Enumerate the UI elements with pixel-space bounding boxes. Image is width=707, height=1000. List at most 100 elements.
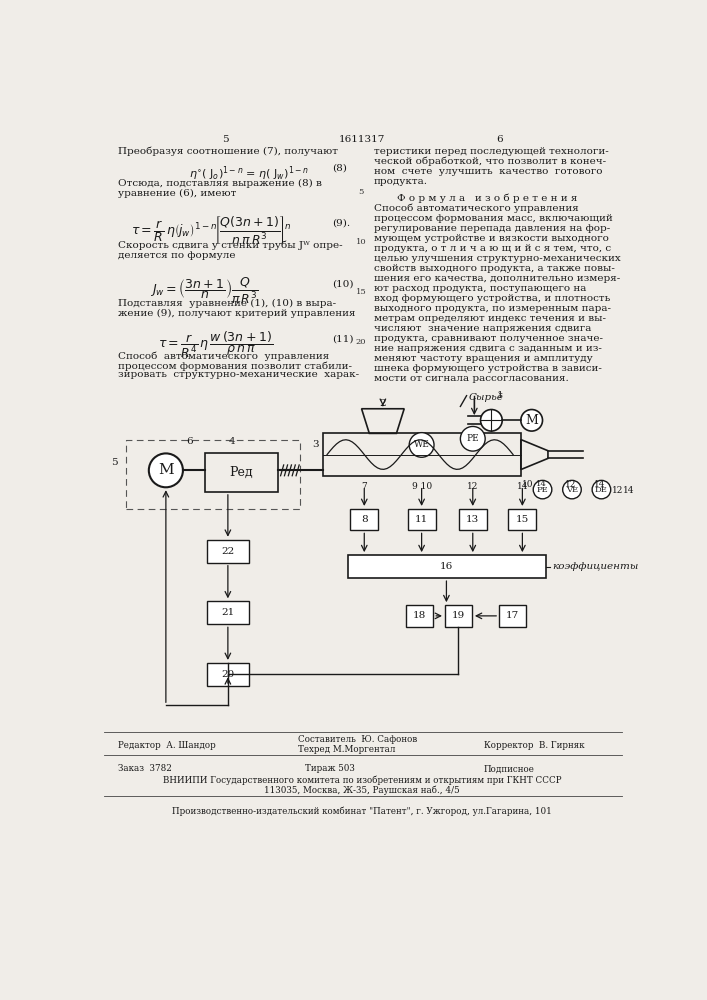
Text: 14: 14 bbox=[517, 482, 528, 491]
Text: PE: PE bbox=[537, 486, 549, 494]
Text: VE: VE bbox=[566, 486, 578, 494]
Text: Преобразуя соотношение (7), получают: Преобразуя соотношение (7), получают bbox=[118, 147, 338, 156]
Text: Подставляя  уравнение (1), (10) в выра-: Подставляя уравнение (1), (10) в выра- bbox=[118, 299, 336, 308]
Text: 20: 20 bbox=[221, 670, 235, 679]
Text: Ред: Ред bbox=[229, 466, 253, 479]
Bar bbox=[204, 453, 279, 492]
Text: шнека формующего устройства в зависи-: шнека формующего устройства в зависи- bbox=[373, 364, 602, 373]
Bar bbox=[499, 605, 526, 627]
Text: 5: 5 bbox=[111, 458, 118, 467]
Text: 12: 12 bbox=[467, 482, 479, 491]
Text: процессом формования позволит стабили-: процессом формования позволит стабили- bbox=[118, 361, 352, 371]
Bar bbox=[351, 509, 378, 530]
Circle shape bbox=[592, 480, 611, 499]
Text: M: M bbox=[525, 414, 538, 427]
Text: 1611317: 1611317 bbox=[339, 135, 385, 144]
Text: (10): (10) bbox=[332, 279, 354, 288]
Text: 10: 10 bbox=[522, 480, 534, 489]
Text: (11): (11) bbox=[332, 334, 354, 343]
Text: 6: 6 bbox=[496, 135, 503, 144]
Text: зировать  структурно-механические  харак-: зировать структурно-механические харак- bbox=[118, 370, 359, 379]
Text: регулирование перепада давления на фор-: регулирование перепада давления на фор- bbox=[373, 224, 610, 233]
Text: (8): (8) bbox=[332, 164, 347, 173]
Text: ние напряжения сдвига с заданным и из-: ние напряжения сдвига с заданным и из- bbox=[373, 344, 602, 353]
Text: 2: 2 bbox=[380, 399, 386, 408]
Bar bbox=[406, 605, 433, 627]
Text: вход формующего устройства, и плотность: вход формующего устройства, и плотность bbox=[373, 294, 610, 303]
Bar bbox=[206, 601, 249, 624]
Circle shape bbox=[409, 433, 434, 457]
Text: коэффициенты: коэффициенты bbox=[552, 562, 638, 571]
Text: ВНИИПИ Государственного комитета по изобретениям и открытиям при ГКНТ СССР: ВНИИПИ Государственного комитета по изоб… bbox=[163, 775, 561, 785]
Text: 14: 14 bbox=[594, 480, 606, 489]
Text: теристики перед последующей технологи-: теристики перед последующей технологи- bbox=[373, 147, 608, 156]
Bar bbox=[348, 555, 546, 578]
Text: ческой обработкой, что позволит в конеч-: ческой обработкой, что позволит в конеч- bbox=[373, 157, 606, 166]
Bar bbox=[323, 433, 521, 476]
Text: ют расход продукта, поступающего на: ют расход продукта, поступающего на bbox=[373, 284, 586, 293]
Text: 15: 15 bbox=[356, 288, 366, 296]
Text: свойств выходного продукта, а также повы-: свойств выходного продукта, а также повы… bbox=[373, 264, 614, 273]
Bar bbox=[206, 663, 249, 686]
Bar bbox=[206, 540, 249, 563]
Text: 12: 12 bbox=[612, 486, 624, 495]
Bar bbox=[445, 605, 472, 627]
Text: 22: 22 bbox=[221, 547, 235, 556]
Text: продукта, сравнивают полученное значе-: продукта, сравнивают полученное значе- bbox=[373, 334, 602, 343]
Text: Техред М.Моргентал: Техред М.Моргентал bbox=[298, 745, 395, 754]
Text: Ф о р м у л а   и з о б р е т е н и я: Ф о р м у л а и з о б р е т е н и я bbox=[397, 193, 577, 203]
Text: мующем устройстве и вязкости выходного: мующем устройстве и вязкости выходного bbox=[373, 234, 609, 243]
Circle shape bbox=[481, 410, 502, 431]
Text: 1: 1 bbox=[497, 391, 503, 400]
Text: числяют  значение напряжения сдвига: числяют значение напряжения сдвига bbox=[373, 324, 591, 333]
Text: $\tau = \dfrac{r}{R^4}\,\eta\,\dfrac{w\,(3n+1)}{\rho\,n\,\pi}$: $\tau = \dfrac{r}{R^4}\,\eta\,\dfrac{w\,… bbox=[158, 329, 273, 360]
Text: 18: 18 bbox=[413, 611, 426, 620]
Bar bbox=[126, 440, 300, 509]
Text: 20: 20 bbox=[356, 338, 366, 346]
Text: целью улучшения структурно-механических: целью улучшения структурно-механических bbox=[373, 254, 620, 263]
Text: 5: 5 bbox=[358, 188, 364, 196]
Text: Способ автоматического управления: Способ автоматического управления bbox=[373, 204, 578, 213]
Text: 8: 8 bbox=[361, 515, 368, 524]
Circle shape bbox=[533, 480, 552, 499]
Text: 11: 11 bbox=[415, 515, 428, 524]
Text: уравнение (6), имеют: уравнение (6), имеют bbox=[118, 189, 236, 198]
Bar bbox=[508, 509, 537, 530]
Text: Сырьё: Сырьё bbox=[468, 393, 503, 402]
Text: $J_w = \left(\dfrac{3n+1}{n}\right)\dfrac{Q}{\pi\,R^3}$: $J_w = \left(\dfrac{3n+1}{n}\right)\dfra… bbox=[151, 276, 259, 306]
Text: Составитель  Ю. Сафонов: Составитель Ю. Сафонов bbox=[298, 735, 417, 744]
Text: 10: 10 bbox=[356, 238, 366, 246]
Circle shape bbox=[460, 426, 485, 451]
Text: 113035, Москва, Ж-35, Раушская наб., 4/5: 113035, Москва, Ж-35, Раушская наб., 4/5 bbox=[264, 785, 460, 795]
Text: Отсюда, подставляя выражение (8) в: Отсюда, подставляя выражение (8) в bbox=[118, 179, 322, 188]
Text: PE: PE bbox=[467, 434, 479, 443]
Bar bbox=[408, 509, 436, 530]
Text: $\tau = \dfrac{r}{R}\,\eta\left(j_w\right)^{1-n}\!\left[\dfrac{Q(3n+1)}{n\,\pi\,: $\tau = \dfrac{r}{R}\,\eta\left(j_w\righ… bbox=[131, 214, 291, 246]
Text: Скорость сдвига у стенки трубы Jᵂ опре-: Скорость сдвига у стенки трубы Jᵂ опре- bbox=[118, 241, 342, 250]
Text: Производственно-издательский комбинат "Патент", г. Ужгород, ул.Гагарина, 101: Производственно-издательский комбинат "П… bbox=[172, 806, 552, 816]
Text: Редактор  А. Шандор: Редактор А. Шандор bbox=[118, 741, 216, 750]
Text: меняют частоту вращения и амплитуду: меняют частоту вращения и амплитуду bbox=[373, 354, 592, 363]
Text: 16: 16 bbox=[440, 562, 453, 571]
Text: 13: 13 bbox=[466, 515, 479, 524]
Circle shape bbox=[521, 410, 542, 431]
Text: жение (9), получают критерий управления: жение (9), получают критерий управления bbox=[118, 309, 356, 318]
Text: процессом формования масс, включающий: процессом формования масс, включающий bbox=[373, 214, 612, 223]
Text: Подписное: Подписное bbox=[484, 764, 534, 773]
Text: выходного продукта, по измеренным пара-: выходного продукта, по измеренным пара- bbox=[373, 304, 611, 313]
Text: 7: 7 bbox=[361, 482, 367, 491]
Text: WE: WE bbox=[414, 440, 430, 449]
Text: 3: 3 bbox=[312, 440, 319, 449]
Text: (9).: (9). bbox=[332, 219, 351, 228]
Text: 12: 12 bbox=[565, 480, 576, 489]
Text: 21: 21 bbox=[221, 608, 235, 617]
Text: деляется по формуле: деляется по формуле bbox=[118, 251, 235, 260]
Text: 5: 5 bbox=[222, 135, 229, 144]
Text: Способ  автоматического  управления: Способ автоматического управления bbox=[118, 352, 329, 361]
Text: шения его качества, дополнительно измеря-: шения его качества, дополнительно измеря… bbox=[373, 274, 620, 283]
Text: 4: 4 bbox=[228, 437, 235, 446]
Circle shape bbox=[149, 453, 183, 487]
Text: мости от сигнала рассогласования.: мости от сигнала рассогласования. bbox=[373, 374, 568, 383]
Text: Корректор  В. Гирняк: Корректор В. Гирняк bbox=[484, 741, 584, 750]
Text: $\eta^{\circ}$( J$_o$)$^{1-n}$ = $\eta$( J$_w$)$^{1-n}$: $\eta^{\circ}$( J$_o$)$^{1-n}$ = $\eta$(… bbox=[189, 165, 309, 183]
